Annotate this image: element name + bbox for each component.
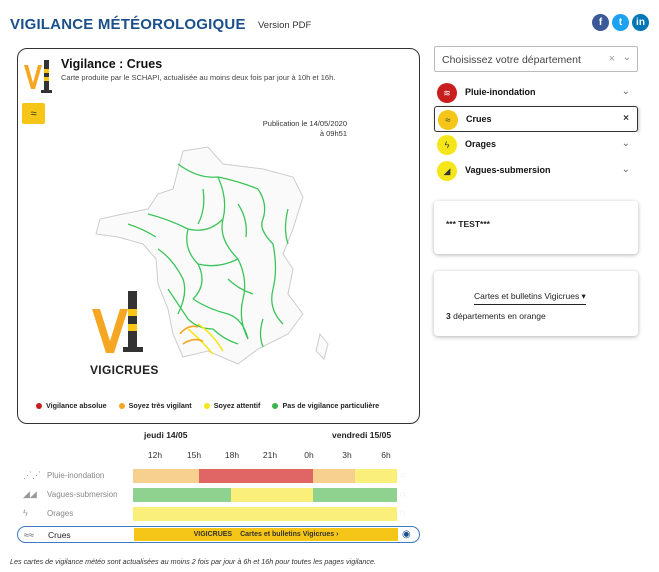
row-label: Crues <box>48 530 71 540</box>
hazard-item-pluie[interactable]: ≋ Pluie-inondation ⌄ <box>434 80 638 106</box>
eye-icon[interactable]: ◉ <box>402 529 411 540</box>
chevron-down-icon: ⌄ <box>621 164 630 175</box>
map-card: Vigilance : Crues Carte produite par le … <box>17 48 420 424</box>
hour-label: 18h <box>224 450 240 460</box>
twitter-icon[interactable]: t <box>612 14 629 31</box>
legend-dot <box>118 402 125 409</box>
crues-bar: VIGICRUES Cartes et bulletins Vigicrues … <box>134 528 398 541</box>
map-legend: Vigilance absolue Soyez très vigilant So… <box>36 401 379 410</box>
header: VIGILANCE MÉTÉOROLOGIQUE Version PDF f t… <box>10 14 649 40</box>
hour-label: 0h <box>304 450 314 460</box>
vigilance-segment <box>199 469 313 483</box>
legend-dot <box>203 402 210 409</box>
vigilance-segment <box>354 469 397 483</box>
timeline-hours: 12h 15h 18h 21h 0h 3h 6h <box>17 448 420 462</box>
row-label: Vagues-submersion <box>47 490 118 499</box>
vigilance-bar <box>133 507 397 521</box>
legend-dot <box>272 402 279 409</box>
row-label: Orages <box>47 509 74 518</box>
card-title: Vigilance : Crues <box>61 57 163 71</box>
publication-date: Publication le 14/05/2020 à 09h51 <box>263 119 347 139</box>
vigicrues-large-logo-icon <box>92 291 143 353</box>
linkedin-icon[interactable]: in <box>632 14 649 31</box>
app-title: VIGILANCE MÉTÉOROLOGIQUE <box>10 16 246 33</box>
vigilance-segment <box>312 488 397 502</box>
test-card: *** TEST*** <box>434 201 638 254</box>
hour-label: 21h <box>262 450 278 460</box>
day-label-1: jeudi 14/05 <box>144 430 188 440</box>
waves-icon: ◢◢ <box>23 489 37 499</box>
legend-item-none: Pas de vigilance particulière <box>272 401 379 410</box>
vigicrues-card: Cartes et bulletins Vigicrues ▾ 3 départ… <box>434 271 638 336</box>
hazard-item-crues[interactable]: ≈ Crues × <box>434 106 638 132</box>
timeline-row-orages[interactable]: ϟ Orages ◌ <box>17 507 420 521</box>
hour-label: 15h <box>186 450 202 460</box>
card-subtitle: Carte produite par le SCHAPI, actualisée… <box>61 73 336 82</box>
dept-text: départements en orange <box>453 311 546 321</box>
vigilance-segment <box>230 488 313 502</box>
timeline-row-pluie[interactable]: ⋰⋰ Pluie-inondation ◌ <box>17 469 420 483</box>
legend-item-very-vigilant: Soyez très vigilant <box>118 401 192 410</box>
vigilance-bar <box>133 488 397 502</box>
hazard-label: Orages <box>465 139 497 149</box>
version-pdf-link[interactable]: Version PDF <box>258 20 312 31</box>
chevron-down-icon[interactable]: ⌄ <box>622 52 631 63</box>
vigilance-segment <box>133 507 397 521</box>
chevron-down-icon: ⌄ <box>621 138 630 149</box>
eye-hidden-icon[interactable]: ◌ <box>400 470 406 480</box>
eye-hidden-icon[interactable]: ◌ <box>400 489 406 499</box>
hour-label: 3h <box>342 450 352 460</box>
crues-wave-icon: ≈ <box>22 103 45 124</box>
crues-link[interactable]: Cartes et bulletins Vigicrues › <box>240 531 339 538</box>
dept-count: 3 <box>446 311 451 321</box>
hazard-label: Crues <box>466 114 492 124</box>
hazard-item-vagues[interactable]: ◢ Vagues-submersion ⌄ <box>434 158 638 184</box>
chevron-down-icon: ⌄ <box>621 86 630 97</box>
vigilance-segment <box>133 488 231 502</box>
social-links: f t in <box>592 14 649 31</box>
vigilance-bar <box>133 469 397 483</box>
france-rivers-map[interactable] <box>88 119 358 389</box>
hazard-list: ≋ Pluie-inondation ⌄ ≈ Crues × ϟ Orages … <box>434 80 638 184</box>
orange-departments-info: 3 départements en orange <box>446 311 546 321</box>
legend-item-attentive: Soyez attentif <box>203 401 260 410</box>
crues-wave-icon: ≈ <box>438 110 458 130</box>
hour-label: 6h <box>381 450 391 460</box>
legend-item-absolute: Vigilance absolue <box>36 401 107 410</box>
clear-icon[interactable]: × <box>608 53 615 65</box>
vigilance-segment <box>133 469 199 483</box>
eye-hidden-icon[interactable]: ◌ <box>400 508 406 518</box>
vigicrues-small-logo-icon <box>24 60 52 93</box>
test-text: *** TEST*** <box>446 219 490 229</box>
rain-flood-icon: ≋ <box>437 83 457 103</box>
day-label-2: vendredi 15/05 <box>332 430 392 440</box>
hour-label: 12h <box>147 450 163 460</box>
vigicrues-dropdown-link[interactable]: Cartes et bulletins Vigicrues ▾ <box>474 291 586 305</box>
vigicrues-brand: VIGICRUES <box>90 363 159 377</box>
timeline-row-crues[interactable]: ≈≈ Crues VIGICRUES Cartes et bulletins V… <box>17 526 420 543</box>
footnote: Les cartes de vigilance météo sont actua… <box>10 557 376 566</box>
hazard-label: Pluie-inondation <box>465 87 536 97</box>
department-select[interactable]: Choisissez votre département × ⌄ <box>434 46 638 72</box>
close-icon[interactable]: × <box>623 113 629 124</box>
facebook-icon[interactable]: f <box>592 14 609 31</box>
publication-line-2: à 09h51 <box>319 129 347 138</box>
lightning-icon: ϟ <box>23 508 28 518</box>
lightning-icon: ϟ <box>437 135 457 155</box>
legend-dot <box>36 402 42 409</box>
waves-icon: ≈≈ <box>24 530 34 540</box>
vigilance-segment <box>312 469 355 483</box>
timeline-row-vagues[interactable]: ◢◢ Vagues-submersion ◌ <box>17 488 420 502</box>
crues-brand: VIGICRUES <box>193 531 233 538</box>
rain-flood-icon: ⋰⋰ <box>23 470 41 480</box>
publication-line-1: Publication le 14/05/2020 <box>262 119 347 128</box>
department-select-value: Choisissez votre département <box>442 54 581 66</box>
waves-icon: ◢ <box>437 161 457 181</box>
hazard-label: Vagues-submersion <box>465 165 551 175</box>
row-label: Pluie-inondation <box>47 471 105 480</box>
timeline-days: jeudi 14/05 vendredi 15/05 <box>17 428 420 442</box>
hazard-item-orages[interactable]: ϟ Orages ⌄ <box>434 132 638 158</box>
